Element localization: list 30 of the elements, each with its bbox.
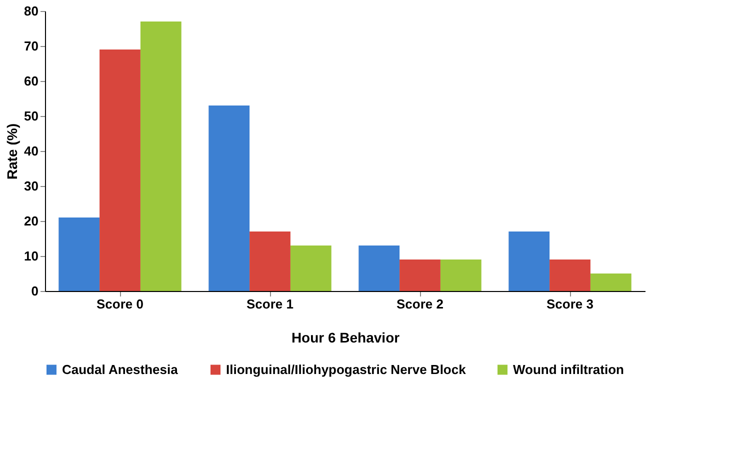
bar: [400, 260, 440, 291]
y-tick-label: 50: [24, 108, 38, 124]
legend-label: Caudal Anesthesia: [62, 362, 179, 377]
y-tick-label: 40: [24, 144, 38, 158]
y-tick-label: 60: [24, 74, 38, 88]
y-tick-label: 70: [24, 38, 38, 54]
bar: [290, 246, 332, 291]
legend-label: Wound infiltration: [513, 362, 624, 377]
legend-label: Ilionguinal/Iliohypogastric Nerve Block: [226, 362, 467, 377]
bar: [508, 232, 550, 291]
bar: [590, 274, 632, 291]
x-tick-label: Score 1: [246, 296, 294, 312]
bar: [550, 260, 590, 291]
y-tick-label: 80: [24, 4, 38, 18]
bar: [208, 106, 250, 291]
bar: [250, 232, 290, 291]
y-tick-label: 20: [24, 214, 38, 228]
bar: [58, 218, 100, 291]
y-tick-label: 0: [31, 284, 38, 298]
x-tick-label: Score 0: [96, 296, 144, 312]
bar: [358, 246, 400, 291]
y-tick-label: 30: [24, 178, 38, 194]
x-tick-label: Score 2: [396, 296, 444, 312]
x-tick-label: Score 3: [546, 296, 594, 312]
bar: [140, 22, 182, 291]
bar: [440, 260, 482, 291]
bar: [100, 50, 140, 291]
y-tick-label: 10: [24, 248, 38, 264]
x-axis-title: Hour 6 Behavior: [291, 330, 400, 346]
y-axis-title: Rate (%): [4, 123, 20, 180]
